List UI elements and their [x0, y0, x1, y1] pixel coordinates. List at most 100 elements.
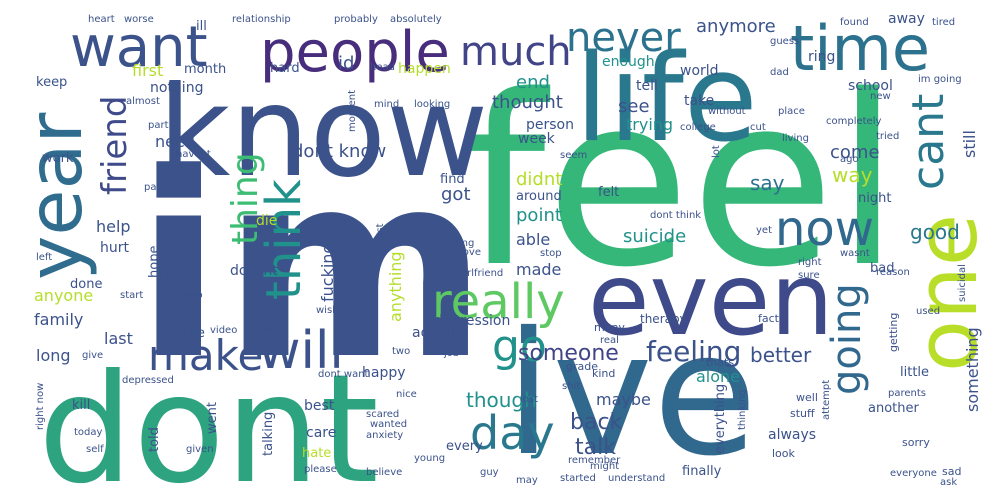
word-depressed: depressed	[122, 375, 174, 386]
word-keep: keep	[36, 75, 68, 90]
word-ill: ill	[196, 19, 207, 34]
word-havent: havent	[176, 149, 211, 160]
word-id: id	[338, 53, 355, 74]
word-year: year	[11, 112, 99, 280]
word-im: im	[135, 119, 489, 416]
word-probably: probably	[334, 14, 378, 25]
word-now: now	[775, 201, 875, 257]
word-told: told	[147, 427, 162, 452]
word-guess: guess	[770, 36, 800, 47]
word-understand: understand	[608, 473, 666, 484]
word-wasnt: wasnt	[840, 248, 870, 259]
word-going: going	[824, 283, 870, 395]
word-fact: fact	[758, 312, 779, 325]
word-love: love	[460, 247, 481, 258]
word-lost: lost	[520, 394, 539, 405]
word-absolutely: absolutely	[390, 14, 442, 25]
word-made: made	[516, 260, 562, 279]
word-nice: nice	[396, 389, 417, 400]
word-might: might	[590, 461, 620, 472]
word-stuff: stuff	[790, 407, 815, 420]
word-doesnt: doesnt	[230, 263, 278, 279]
word-cut: cut	[750, 122, 766, 133]
word-felt: felt	[598, 185, 620, 200]
word-will: will	[258, 321, 344, 381]
word-thats: thats	[706, 356, 735, 369]
word-maybe: maybe	[596, 390, 651, 409]
word-anxiety: anxiety	[366, 430, 404, 441]
word-night: night	[858, 191, 892, 206]
word-dont-think: dont think	[650, 210, 702, 221]
word-talking: talking	[261, 411, 276, 456]
word-ending: ending	[440, 238, 475, 249]
word-thinking: thinking	[737, 389, 748, 430]
word-wish: wish	[316, 305, 339, 316]
word-trying: trying	[626, 115, 674, 134]
word-point: point	[516, 205, 562, 226]
word-new: new	[870, 91, 891, 102]
word-may: may	[516, 475, 538, 486]
word-hard: hard	[270, 61, 300, 76]
word-month: month	[184, 62, 227, 77]
word-post: post	[375, 223, 386, 245]
word-alone: alone	[696, 367, 741, 386]
word-college: college	[680, 122, 716, 133]
word-least: least	[160, 271, 185, 282]
word-live: live	[182, 326, 205, 341]
word-many: many	[594, 321, 625, 334]
word-even: even	[588, 241, 834, 358]
word-sleep: sleep	[176, 290, 203, 301]
word-seem: seem	[560, 150, 588, 161]
word-anyone: anyone	[34, 286, 94, 305]
word-moment: moment	[347, 89, 358, 132]
word-help: help	[96, 217, 131, 236]
word-week: week	[518, 131, 555, 147]
word-living: living	[782, 133, 809, 144]
word-find: find	[440, 172, 465, 187]
word-scared: scared	[366, 409, 400, 420]
word-ago: ago	[840, 154, 859, 165]
word-long: long	[36, 346, 71, 365]
word-yet: yet	[756, 225, 772, 236]
word-used: used	[916, 306, 941, 317]
word-say: say	[750, 171, 785, 195]
word-given: given	[186, 444, 214, 455]
word-think: think	[256, 179, 312, 300]
word-two: two	[392, 346, 411, 357]
word-life: life	[575, 30, 758, 169]
word-attempt: attempt	[821, 379, 832, 420]
word-heart: heart	[88, 14, 115, 25]
word-feeling: feeling	[646, 335, 742, 368]
word-start: start	[120, 290, 144, 301]
word-went: went	[205, 402, 220, 434]
word-sure: sure	[798, 270, 820, 281]
word-around: around	[516, 189, 562, 204]
word-know: know	[158, 60, 489, 205]
word-give: give	[82, 350, 104, 361]
word-ive: ive	[505, 296, 758, 494]
word-looking: looking	[414, 99, 451, 110]
word-happen: happen	[398, 61, 451, 77]
word-place: place	[778, 106, 805, 117]
word-though: though	[466, 388, 537, 412]
word-right: right	[798, 257, 822, 268]
word-much: much	[460, 29, 572, 75]
word-feel: feel	[463, 46, 901, 319]
word-past: past	[436, 262, 465, 277]
word-everyone: everyone	[890, 468, 937, 479]
word-young: young	[414, 453, 446, 464]
word-time: time	[790, 12, 931, 85]
word-completely: completely	[826, 116, 882, 127]
word-self: self	[86, 444, 104, 455]
word-something: something	[963, 327, 982, 412]
word-without: without	[708, 106, 746, 117]
word-thing: thing	[225, 152, 266, 245]
word-dont-want: dont want	[318, 369, 369, 380]
word-girlfriend: girlfriend	[458, 268, 504, 279]
word-stop: stop	[540, 248, 562, 259]
word-care: care	[306, 425, 337, 441]
word-started: started	[560, 473, 596, 484]
word-getting: getting	[887, 312, 900, 352]
word-little: little	[900, 365, 930, 380]
